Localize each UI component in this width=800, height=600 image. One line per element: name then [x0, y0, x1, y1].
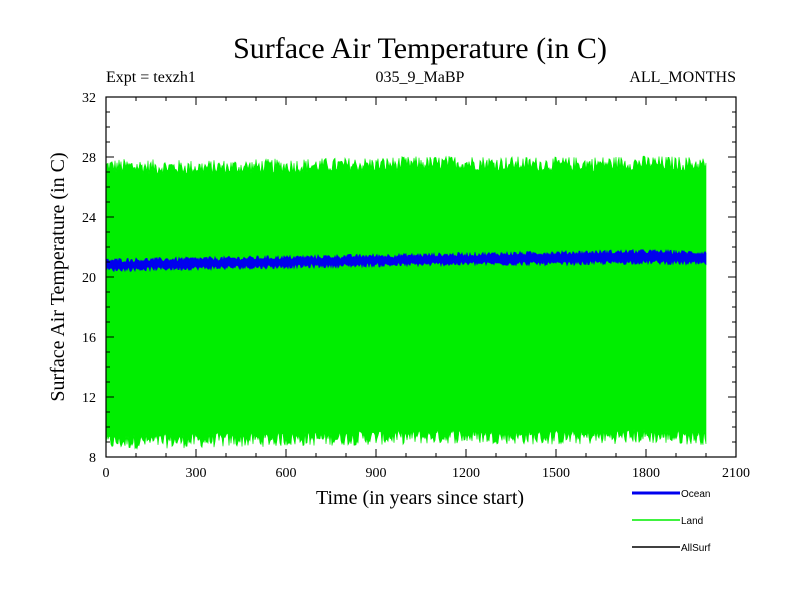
y-tick-label: 8 [89, 451, 96, 466]
x-tick-label: 2100 [722, 466, 750, 481]
chart-title: Surface Air Temperature (in C) [233, 32, 607, 65]
x-tick-label: 1200 [452, 466, 480, 481]
subtitle-left: Expt = texzh1 [106, 69, 196, 86]
y-tick-label: 28 [82, 151, 96, 166]
subtitle-right: ALL_MONTHS [629, 69, 736, 86]
legend-label-land: Land [681, 516, 703, 527]
legend-label-allsurf: AllSurf [681, 543, 711, 554]
series-land-band [105, 155, 707, 450]
series-ocean-band [105, 248, 707, 273]
axis-layer: 0 300 600 900 1200 1500 1800 2100 8 12 16 20 24 28 32 [82, 91, 750, 481]
x-axis-label: Time (in years since start) [316, 487, 524, 509]
y-tick-label: 16 [82, 331, 96, 346]
legend: Ocean Land AllSurf [632, 489, 711, 554]
y-axis-label: Surface Air Temperature (in C) [47, 152, 69, 401]
x-tick-label: 600 [276, 466, 297, 481]
x-tick-label: 300 [186, 466, 207, 481]
y-tick-label: 24 [82, 211, 96, 226]
plot-frame [105, 96, 737, 458]
legend-label-ocean: Ocean [681, 489, 710, 500]
y-tick-label: 12 [82, 391, 96, 406]
data-layer [105, 155, 707, 450]
subtitle-center: 035_9_MaBP [376, 69, 465, 86]
x-tick-label: 1800 [632, 466, 660, 481]
x-tick-label: 900 [366, 466, 387, 481]
x-tick-label: 0 [103, 466, 110, 481]
y-tick-label: 32 [82, 91, 96, 106]
y-tick-label: 20 [82, 271, 96, 286]
x-tick-label: 1500 [542, 466, 570, 481]
